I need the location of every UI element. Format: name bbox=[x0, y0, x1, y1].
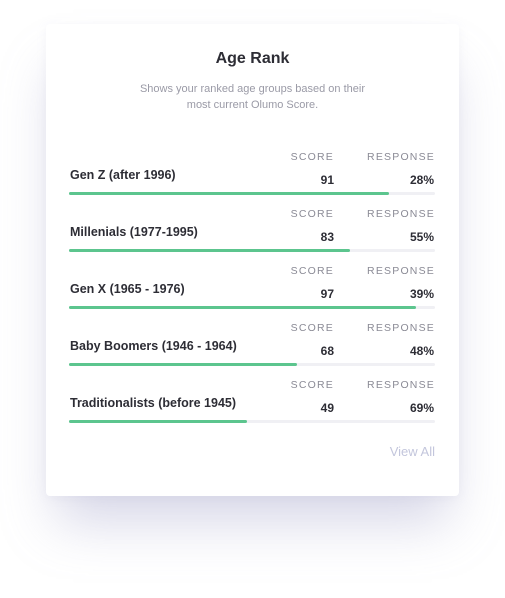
response-column-header: RESPONSE bbox=[367, 379, 435, 391]
score-bar-fill bbox=[69, 363, 298, 366]
score-column-header: SCORE bbox=[290, 151, 334, 163]
response-column-header: RESPONSE bbox=[367, 265, 435, 277]
age-group-response: 55% bbox=[409, 230, 434, 244]
score-column-header: SCORE bbox=[290, 322, 334, 334]
age-group-response: 48% bbox=[409, 344, 434, 358]
age-group-score: 68 bbox=[320, 344, 334, 358]
score-column-header: SCORE bbox=[290, 208, 334, 220]
score-bar-fill bbox=[69, 420, 247, 423]
score-column-header: SCORE bbox=[290, 379, 334, 391]
age-group-list: SCORE RESPONSE Gen Z (after 1996) 91 28%… bbox=[69, 151, 435, 436]
score-bar-fill bbox=[69, 192, 390, 195]
age-group-score: 97 bbox=[320, 287, 334, 301]
age-group-response: 69% bbox=[409, 401, 434, 415]
score-column-header: SCORE bbox=[290, 265, 334, 277]
age-group-row: SCORE RESPONSE Gen X (1965 - 1976) 97 39… bbox=[69, 265, 435, 322]
score-bar-fill bbox=[69, 249, 351, 252]
age-group-name: Millenials (1977-1995) bbox=[70, 225, 198, 239]
score-bar-track bbox=[69, 192, 435, 195]
age-group-response: 28% bbox=[409, 173, 434, 187]
response-column-header: RESPONSE bbox=[367, 208, 435, 220]
score-bar-track bbox=[69, 420, 435, 423]
score-bar-track bbox=[69, 363, 435, 366]
age-group-row: SCORE RESPONSE Baby Boomers (1946 - 1964… bbox=[69, 322, 435, 379]
score-bar-fill bbox=[69, 306, 416, 309]
view-all-link[interactable]: View All bbox=[389, 444, 435, 459]
age-group-name: Gen Z (after 1996) bbox=[70, 168, 176, 182]
score-bar-track bbox=[69, 249, 435, 252]
age-group-score: 91 bbox=[320, 173, 334, 187]
age-group-name: Gen X (1965 - 1976) bbox=[70, 282, 185, 296]
response-column-header: RESPONSE bbox=[367, 151, 435, 163]
age-group-score: 83 bbox=[320, 230, 334, 244]
card-subtitle: Shows your ranked age groups based on th… bbox=[139, 83, 366, 111]
age-group-name: Baby Boomers (1946 - 1964) bbox=[70, 339, 237, 353]
age-rank-card: Age Rank Shows your ranked age groups ba… bbox=[46, 24, 459, 496]
age-group-name: Traditionalists (before 1945) bbox=[70, 396, 237, 410]
age-group-row: SCORE RESPONSE Traditionalists (before 1… bbox=[69, 379, 435, 436]
age-group-score: 49 bbox=[320, 401, 334, 415]
score-bar-track bbox=[69, 306, 435, 309]
age-group-response: 39% bbox=[409, 287, 434, 301]
response-column-header: RESPONSE bbox=[367, 322, 435, 334]
age-group-row: SCORE RESPONSE Millenials (1977-1995) 83… bbox=[69, 208, 435, 265]
age-group-row: SCORE RESPONSE Gen Z (after 1996) 91 28% bbox=[69, 151, 435, 208]
card-title: Age Rank bbox=[215, 50, 290, 67]
